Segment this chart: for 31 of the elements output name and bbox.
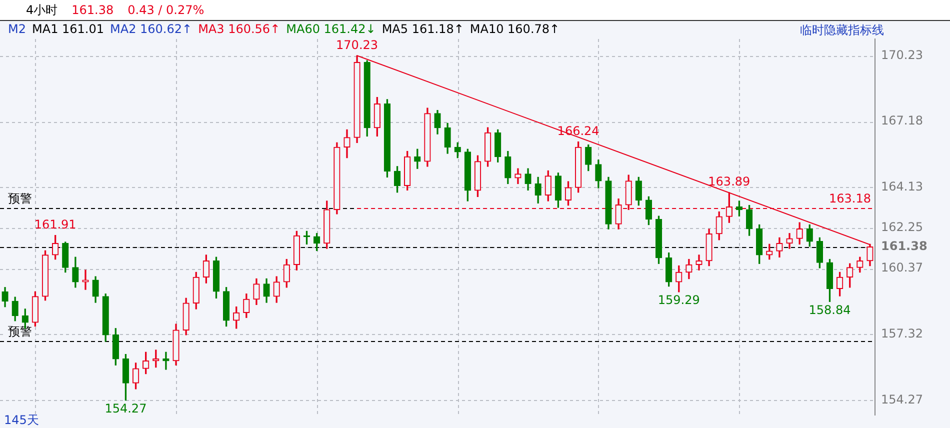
annotation: 166.24 (557, 124, 600, 138)
y-tick-label: 160.37 (881, 260, 923, 275)
ref-line-label: 预警 (8, 324, 32, 339)
text: MA10 160.78↑ (470, 22, 560, 36)
text: 161.38 (72, 3, 114, 17)
annotation: 154.27 (104, 401, 147, 416)
y-tick-label: 170.23 (881, 48, 923, 62)
annotation: 158.84 (808, 302, 851, 317)
y-tick-label: 161.38 (881, 238, 928, 253)
annotation: 159.29 (658, 293, 700, 308)
y-tick-label: 162.25 (881, 220, 923, 234)
text: MA5 161.18↑ (382, 22, 464, 36)
text: MA60 161.42↓ (286, 22, 376, 36)
text: MA1 161.01 (32, 22, 104, 36)
annotation: 161.91 (34, 217, 76, 232)
annotation: 170.23 (336, 38, 378, 52)
y-tick-label: 154.27 (881, 392, 923, 406)
ref-line-label: 163.18 (829, 192, 871, 206)
annotation: 145天 (4, 412, 39, 428)
candlestick (82, 270, 89, 290)
y-tick-label: 167.18 (881, 114, 923, 128)
text: M2 (8, 22, 26, 36)
ref-line-label: 预警 (8, 192, 32, 206)
text: MA3 160.56↑ (198, 22, 280, 36)
annotation: 163.89 (708, 174, 750, 189)
text: 0.43 / 0.27% (128, 3, 204, 17)
y-tick-label: 164.13 (881, 180, 923, 194)
text: MA2 160.62↑ (110, 22, 192, 36)
text: 临时隐藏指标线 (800, 22, 884, 39)
text: 4小时 (26, 2, 58, 18)
y-tick-label: 157.32 (881, 326, 923, 341)
